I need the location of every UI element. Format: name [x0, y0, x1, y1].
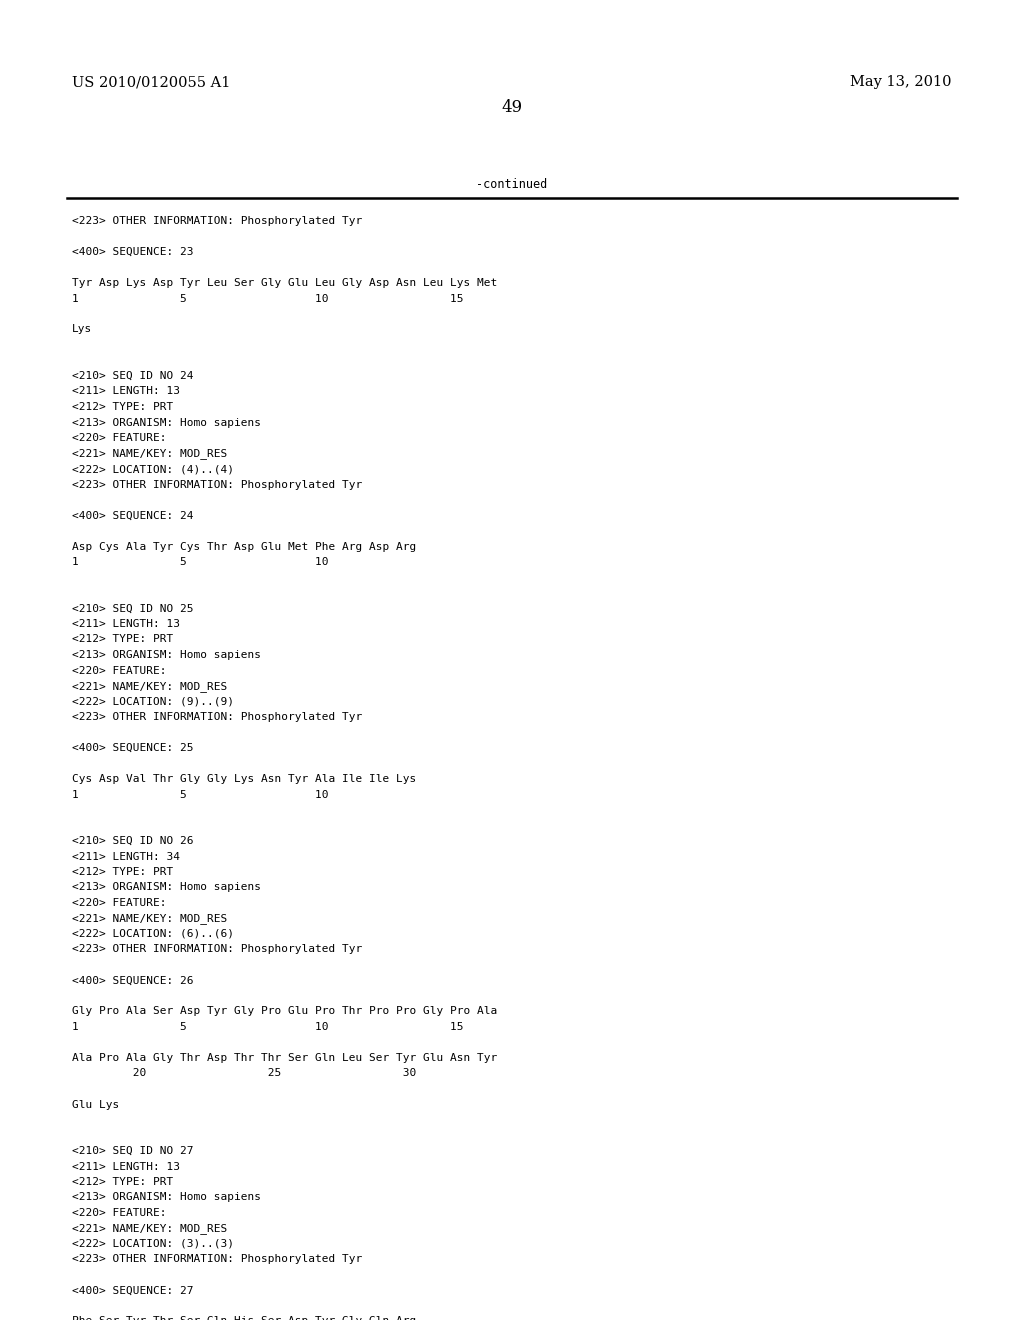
Text: Gly Pro Ala Ser Asp Tyr Gly Pro Glu Pro Thr Pro Pro Gly Pro Ala: Gly Pro Ala Ser Asp Tyr Gly Pro Glu Pro …	[72, 1006, 498, 1016]
Text: <211> LENGTH: 13: <211> LENGTH: 13	[72, 619, 180, 630]
Text: <400> SEQUENCE: 25: <400> SEQUENCE: 25	[72, 743, 194, 752]
Text: <213> ORGANISM: Homo sapiens: <213> ORGANISM: Homo sapiens	[72, 417, 261, 428]
Text: 1               5                   10: 1 5 10	[72, 557, 329, 568]
Text: -continued: -continued	[476, 178, 548, 191]
Text: Tyr Asp Lys Asp Tyr Leu Ser Gly Glu Leu Gly Asp Asn Leu Lys Met: Tyr Asp Lys Asp Tyr Leu Ser Gly Glu Leu …	[72, 279, 498, 288]
Text: Ala Pro Ala Gly Thr Asp Thr Thr Ser Gln Leu Ser Tyr Glu Asn Tyr: Ala Pro Ala Gly Thr Asp Thr Thr Ser Gln …	[72, 1053, 498, 1063]
Text: <213> ORGANISM: Homo sapiens: <213> ORGANISM: Homo sapiens	[72, 883, 261, 892]
Text: 20                  25                  30: 20 25 30	[72, 1068, 416, 1078]
Text: <213> ORGANISM: Homo sapiens: <213> ORGANISM: Homo sapiens	[72, 1192, 261, 1203]
Text: US 2010/0120055 A1: US 2010/0120055 A1	[72, 75, 230, 88]
Text: <210> SEQ ID NO 24: <210> SEQ ID NO 24	[72, 371, 194, 381]
Text: <222> LOCATION: (9)..(9): <222> LOCATION: (9)..(9)	[72, 697, 234, 706]
Text: <212> TYPE: PRT: <212> TYPE: PRT	[72, 1177, 173, 1187]
Text: <220> FEATURE:: <220> FEATURE:	[72, 433, 167, 444]
Text: 1               5                   10                  15: 1 5 10 15	[72, 293, 464, 304]
Text: <210> SEQ ID NO 25: <210> SEQ ID NO 25	[72, 603, 194, 614]
Text: <400> SEQUENCE: 23: <400> SEQUENCE: 23	[72, 247, 194, 257]
Text: <400> SEQUENCE: 27: <400> SEQUENCE: 27	[72, 1286, 194, 1295]
Text: <210> SEQ ID NO 26: <210> SEQ ID NO 26	[72, 836, 194, 846]
Text: <220> FEATURE:: <220> FEATURE:	[72, 665, 167, 676]
Text: May 13, 2010: May 13, 2010	[851, 75, 952, 88]
Text: Glu Lys: Glu Lys	[72, 1100, 119, 1110]
Text: <220> FEATURE:: <220> FEATURE:	[72, 1208, 167, 1218]
Text: <211> LENGTH: 34: <211> LENGTH: 34	[72, 851, 180, 862]
Text: <400> SEQUENCE: 24: <400> SEQUENCE: 24	[72, 511, 194, 520]
Text: <220> FEATURE:: <220> FEATURE:	[72, 898, 167, 908]
Text: <221> NAME/KEY: MOD_RES: <221> NAME/KEY: MOD_RES	[72, 681, 227, 692]
Text: <223> OTHER INFORMATION: Phosphorylated Tyr: <223> OTHER INFORMATION: Phosphorylated …	[72, 479, 362, 490]
Text: <212> TYPE: PRT: <212> TYPE: PRT	[72, 635, 173, 644]
Text: <210> SEQ ID NO 27: <210> SEQ ID NO 27	[72, 1146, 194, 1156]
Text: Cys Asp Val Thr Gly Gly Lys Asn Tyr Ala Ile Ile Lys: Cys Asp Val Thr Gly Gly Lys Asn Tyr Ala …	[72, 774, 416, 784]
Text: Asp Cys Ala Tyr Cys Thr Asp Glu Met Phe Arg Asp Arg: Asp Cys Ala Tyr Cys Thr Asp Glu Met Phe …	[72, 541, 416, 552]
Text: <222> LOCATION: (4)..(4): <222> LOCATION: (4)..(4)	[72, 465, 234, 474]
Text: <221> NAME/KEY: MOD_RES: <221> NAME/KEY: MOD_RES	[72, 1224, 227, 1234]
Text: <221> NAME/KEY: MOD_RES: <221> NAME/KEY: MOD_RES	[72, 449, 227, 459]
Text: <222> LOCATION: (3)..(3): <222> LOCATION: (3)..(3)	[72, 1239, 234, 1249]
Text: <221> NAME/KEY: MOD_RES: <221> NAME/KEY: MOD_RES	[72, 913, 227, 924]
Text: <212> TYPE: PRT: <212> TYPE: PRT	[72, 403, 173, 412]
Text: <223> OTHER INFORMATION: Phosphorylated Tyr: <223> OTHER INFORMATION: Phosphorylated …	[72, 216, 362, 226]
Text: <213> ORGANISM: Homo sapiens: <213> ORGANISM: Homo sapiens	[72, 649, 261, 660]
Text: <223> OTHER INFORMATION: Phosphorylated Tyr: <223> OTHER INFORMATION: Phosphorylated …	[72, 711, 362, 722]
Text: <212> TYPE: PRT: <212> TYPE: PRT	[72, 867, 173, 876]
Text: <211> LENGTH: 13: <211> LENGTH: 13	[72, 387, 180, 396]
Text: <211> LENGTH: 13: <211> LENGTH: 13	[72, 1162, 180, 1172]
Text: 1               5                   10                  15: 1 5 10 15	[72, 1022, 464, 1032]
Text: <400> SEQUENCE: 26: <400> SEQUENCE: 26	[72, 975, 194, 986]
Text: <223> OTHER INFORMATION: Phosphorylated Tyr: <223> OTHER INFORMATION: Phosphorylated …	[72, 1254, 362, 1265]
Text: Lys: Lys	[72, 325, 92, 334]
Text: Phe Ser Tyr Thr Ser Gln His Ser Asp Tyr Gly Gln Arg: Phe Ser Tyr Thr Ser Gln His Ser Asp Tyr …	[72, 1316, 416, 1320]
Text: <223> OTHER INFORMATION: Phosphorylated Tyr: <223> OTHER INFORMATION: Phosphorylated …	[72, 945, 362, 954]
Text: 1               5                   10: 1 5 10	[72, 789, 329, 800]
Text: <222> LOCATION: (6)..(6): <222> LOCATION: (6)..(6)	[72, 929, 234, 939]
Text: 49: 49	[502, 99, 522, 116]
